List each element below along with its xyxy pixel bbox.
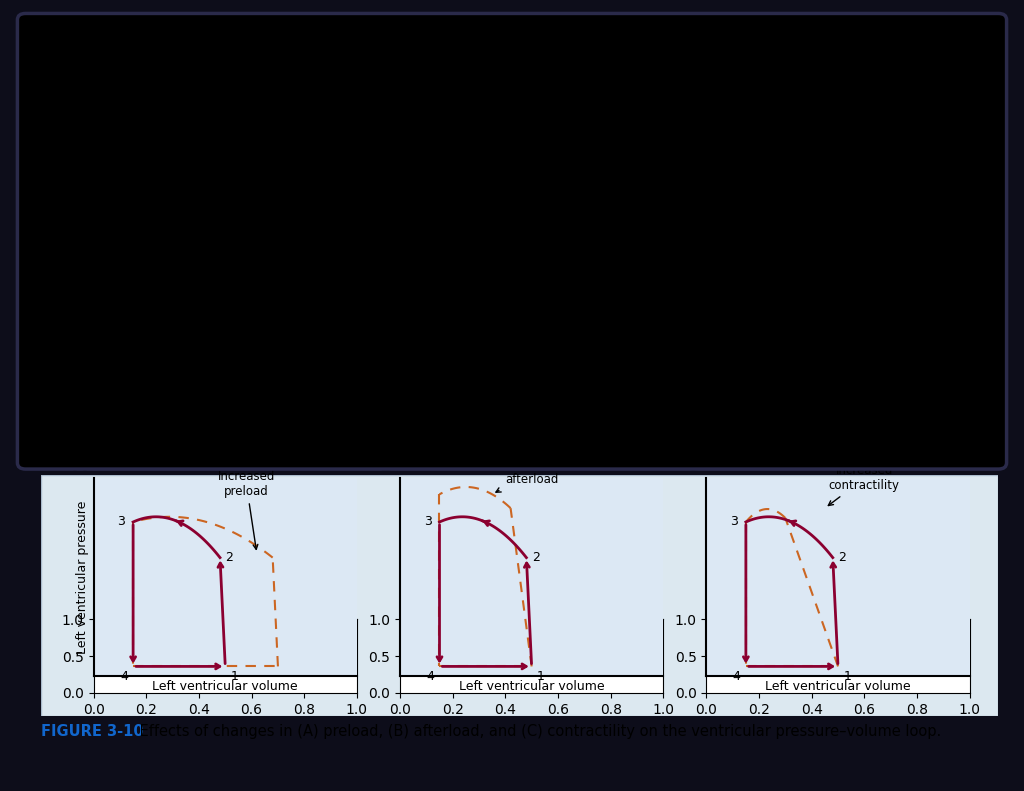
- Y-axis label: Left ventricular pressure: Left ventricular pressure: [77, 501, 89, 654]
- Text: 3: 3: [730, 516, 738, 528]
- Text: increase in stroke volume: increase in stroke volume: [125, 218, 397, 237]
- Text: a. Increased preload:: a. Increased preload:: [50, 45, 275, 64]
- Text: in: in: [50, 333, 74, 352]
- X-axis label: Left ventricular volume: Left ventricular volume: [765, 680, 910, 694]
- Text: Increased
preload: Increased preload: [218, 471, 275, 550]
- Text: 3: 3: [424, 516, 431, 528]
- Text: causes an: causes an: [50, 218, 151, 237]
- Text: higher pressure, resulting in a decrease in: higher pressure, resulting in a decrease…: [531, 218, 929, 237]
- Text: aortic pressure.: aortic pressure.: [531, 102, 679, 122]
- Text: 1: 1: [844, 670, 851, 683]
- Text: increase in end-systolic volume.: increase in end-systolic volume.: [531, 448, 834, 467]
- Text: 4: 4: [733, 670, 740, 683]
- Text: Increased
afterload: Increased afterload: [496, 459, 560, 492]
- Text: 2: 2: [838, 551, 846, 564]
- Text: n The ventricle must eject blood against a: n The ventricle must eject blood against…: [531, 160, 928, 179]
- Text: B: B: [379, 456, 392, 475]
- Text: 1: 1: [230, 670, 239, 683]
- Text: increased venous return.: increased venous return.: [50, 160, 285, 179]
- Text: Effects of changes in (A) preload, (B) afterload, and (C) contractility on the v: Effects of changes in (A) preload, (B) a…: [135, 725, 941, 739]
- Text: n refers to an increase: n refers to an increase: [206, 45, 424, 64]
- X-axis label: Left ventricular volume: Left ventricular volume: [153, 680, 298, 694]
- Text: 4: 4: [120, 670, 128, 683]
- Text: in end-diastolic volume and is the result of: in end-diastolic volume and is the resul…: [50, 102, 451, 122]
- Text: decreased: decreased: [762, 275, 871, 294]
- Text: on the Frank–Starling relationship….reflected: on the Frank–Starling relationship….refl…: [50, 275, 474, 294]
- Text: 2: 2: [225, 551, 233, 564]
- Text: C: C: [685, 456, 698, 475]
- Text: 4: 4: [426, 670, 434, 683]
- Text: 2: 2: [531, 551, 540, 564]
- Text: based: based: [310, 218, 373, 237]
- Text: of the pressure–volume: of the pressure–volume: [184, 333, 411, 352]
- Text: Increased
contractility: Increased contractility: [828, 464, 900, 505]
- Text: 3: 3: [118, 516, 125, 528]
- Text: increased width: increased width: [73, 333, 242, 352]
- Text: A: A: [73, 456, 86, 475]
- Text: stroke volume….is reflected in: stroke volume….is reflected in: [531, 275, 823, 294]
- FancyBboxPatch shape: [41, 475, 998, 716]
- Text: The decrease in stroke volume results in an: The decrease in stroke volume results in…: [531, 391, 942, 410]
- Text: of the pressure–volume loop.: of the pressure–volume loop.: [568, 333, 847, 352]
- X-axis label: Left ventricular volume: Left ventricular volume: [459, 680, 604, 694]
- Text: 1: 1: [537, 670, 545, 683]
- Text: loop.: loop.: [50, 391, 96, 410]
- Text: b. Increased afterload refers to an increase in: b. Increased afterload refers to an incr…: [531, 45, 961, 64]
- Text: width: width: [531, 333, 591, 352]
- Text: FIGURE 3-10: FIGURE 3-10: [41, 725, 143, 739]
